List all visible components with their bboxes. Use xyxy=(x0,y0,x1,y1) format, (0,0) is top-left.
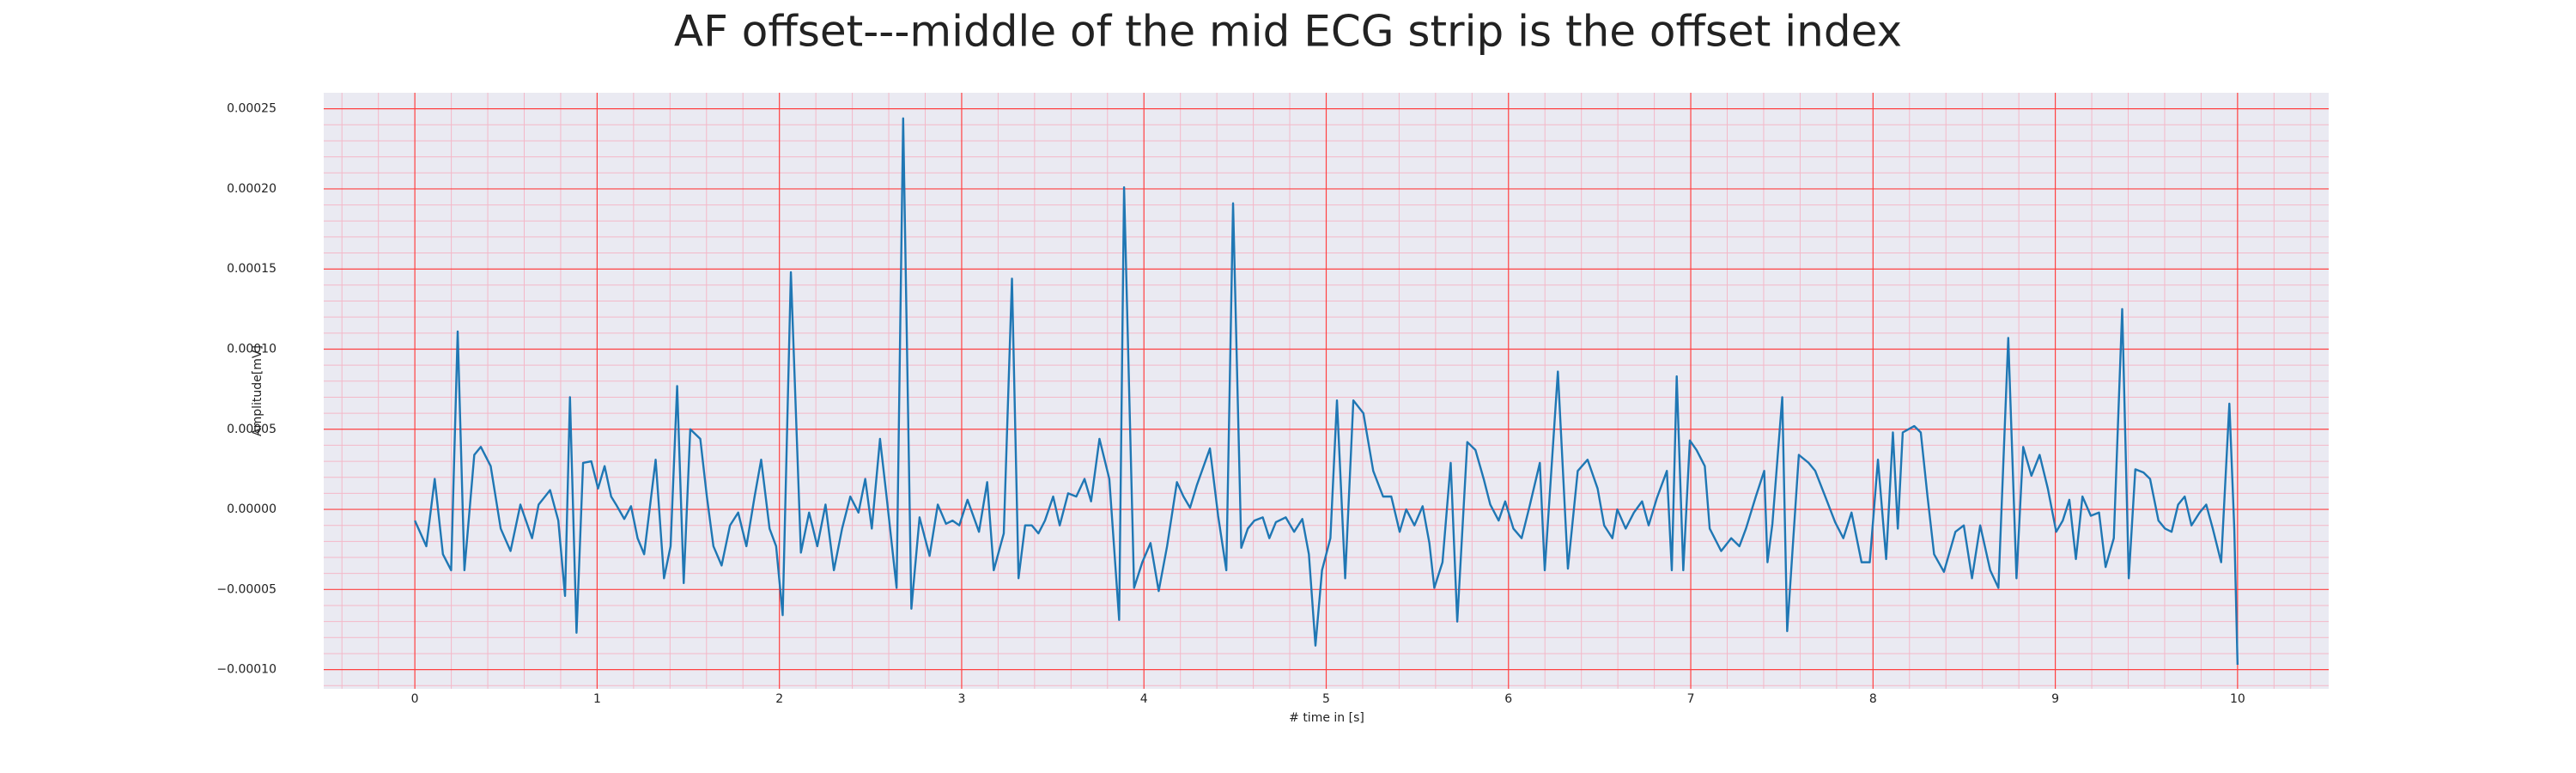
x-tick-label: 4 xyxy=(1140,692,1148,706)
y-tick-label: 0.00015 xyxy=(227,262,276,276)
y-tick-label: 0.00005 xyxy=(227,423,276,436)
x-tick-label: 3 xyxy=(957,692,965,706)
y-tick-label: −0.00010 xyxy=(216,663,276,677)
x-tick-label: 7 xyxy=(1687,692,1695,706)
x-tick-label: 2 xyxy=(775,692,783,706)
x-tick-label: 5 xyxy=(1322,692,1330,706)
x-axis-label: # time in [s] xyxy=(1289,711,1364,725)
y-tick-label: 0.00025 xyxy=(227,102,276,116)
y-axis-label: Amplitude[mV] xyxy=(251,345,264,436)
x-tick-label: 6 xyxy=(1504,692,1512,706)
x-tick-label: 9 xyxy=(2051,692,2059,706)
x-tick-label: 10 xyxy=(2230,692,2245,706)
x-tick-label: 0 xyxy=(411,692,419,706)
x-tick-label: 8 xyxy=(1869,692,1877,706)
y-tick-label: 0.00020 xyxy=(227,182,276,196)
x-tick-label: 1 xyxy=(593,692,601,706)
ecg-line xyxy=(414,117,2239,666)
y-tick-label: 0.00010 xyxy=(227,342,276,356)
chart-title: AF offset---middle of the mid ECG strip … xyxy=(674,7,1902,57)
y-tick-label: −0.00005 xyxy=(216,582,276,596)
y-tick-label: 0.00000 xyxy=(227,502,276,516)
